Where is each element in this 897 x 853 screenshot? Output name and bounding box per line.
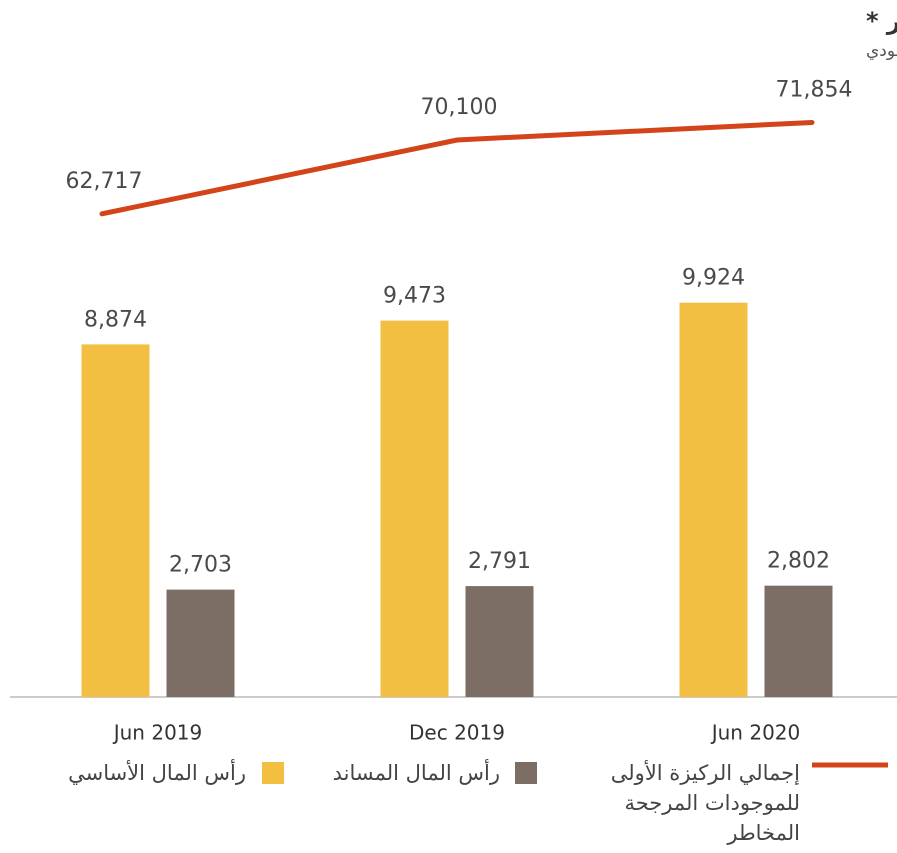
data-label: 2,791 <box>468 549 531 574</box>
bar <box>465 586 534 697</box>
bar <box>166 589 235 697</box>
bar <box>764 585 833 697</box>
data-label: 2,802 <box>767 549 830 574</box>
chart-title: رأس المال والموجودات المرجحة المخاطر * <box>866 5 897 35</box>
legend-label: إجمالي الركيزة الأولى للموجودات المرجحة … <box>610 761 800 845</box>
x-tick-label: Jun 2020 <box>710 721 801 745</box>
line <box>99 119 815 217</box>
data-label: 62,717 <box>66 169 143 194</box>
bar <box>679 302 748 697</box>
legend-label: رأس المال المساند <box>332 761 500 785</box>
bar <box>380 320 449 697</box>
bar <box>81 344 150 697</box>
data-label: 8,874 <box>84 307 147 332</box>
data-label: 70,100 <box>421 95 498 120</box>
legend-swatch <box>515 762 537 784</box>
chart-subtitle: مليون ريال سعودي <box>866 41 897 61</box>
data-label: 2,703 <box>169 553 232 578</box>
data-label: 71,854 <box>776 77 853 102</box>
x-tick-label: Jun 2019 <box>112 721 203 745</box>
data-label: 9,473 <box>383 284 446 309</box>
legend-swatch <box>262 762 284 784</box>
x-tick-label: Dec 2019 <box>409 721 505 745</box>
legend-label: رأس المال الأساسي <box>68 761 246 785</box>
data-label: 9,924 <box>682 266 745 291</box>
